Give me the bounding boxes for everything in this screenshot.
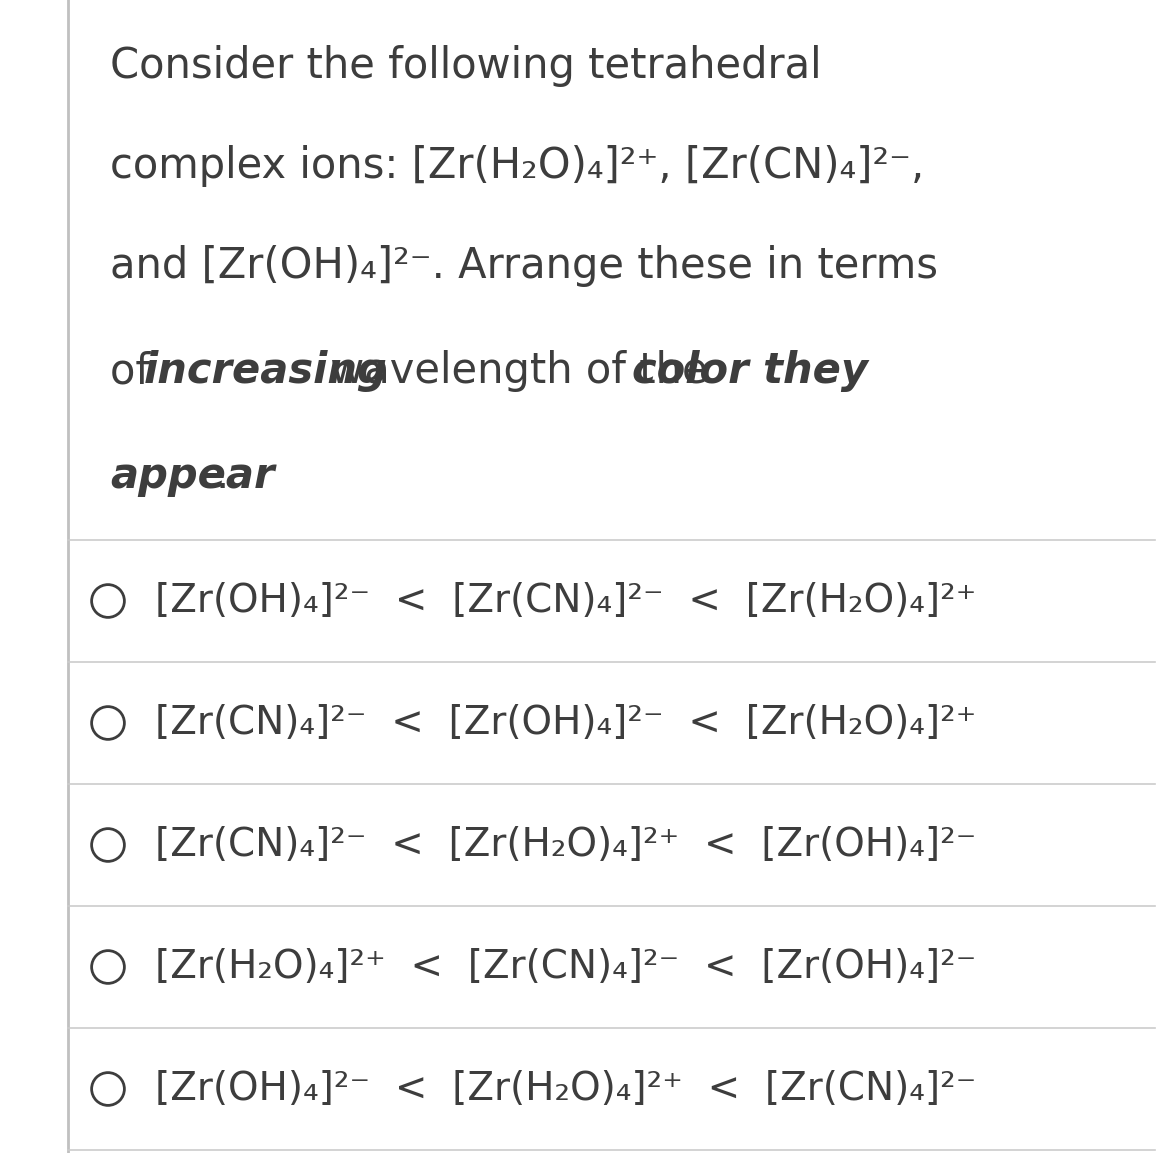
Text: [Zr(CN)₄]²⁻  <  [Zr(OH)₄]²⁻  <  [Zr(H₂O)₄]²⁺: [Zr(CN)₄]²⁻ < [Zr(OH)₄]²⁻ < [Zr(H₂O)₄]²⁺ [154,704,977,743]
Text: .: . [215,455,228,497]
Text: and [Zr(OH)₄]²⁻. Arrange these in terms: and [Zr(OH)₄]²⁻. Arrange these in terms [110,244,938,287]
Text: wavelength of the: wavelength of the [317,351,721,392]
Text: [Zr(CN)₄]²⁻  <  [Zr(H₂O)₄]²⁺  <  [Zr(OH)₄]²⁻: [Zr(CN)₄]²⁻ < [Zr(H₂O)₄]²⁺ < [Zr(OH)₄]²⁻ [154,826,977,864]
Text: color they: color they [632,351,868,392]
Text: of: of [110,351,164,392]
Text: increasing: increasing [144,351,387,392]
Text: [Zr(OH)₄]²⁻  <  [Zr(CN)₄]²⁻  <  [Zr(H₂O)₄]²⁺: [Zr(OH)₄]²⁻ < [Zr(CN)₄]²⁻ < [Zr(H₂O)₄]²⁺ [154,582,977,620]
Text: complex ions: [Zr(H₂O)₄]²⁺, [Zr(CN)₄]²⁻,: complex ions: [Zr(H₂O)₄]²⁺, [Zr(CN)₄]²⁻, [110,145,924,187]
Text: [Zr(H₂O)₄]²⁺  <  [Zr(CN)₄]²⁻  <  [Zr(OH)₄]²⁻: [Zr(H₂O)₄]²⁺ < [Zr(CN)₄]²⁻ < [Zr(OH)₄]²⁻ [154,948,977,986]
Text: Consider the following tetrahedral: Consider the following tetrahedral [110,45,821,86]
Text: appear: appear [110,455,275,497]
Text: [Zr(OH)₄]²⁻  <  [Zr(H₂O)₄]²⁺  <  [Zr(CN)₄]²⁻: [Zr(OH)₄]²⁻ < [Zr(H₂O)₄]²⁺ < [Zr(CN)₄]²⁻ [154,1070,977,1108]
